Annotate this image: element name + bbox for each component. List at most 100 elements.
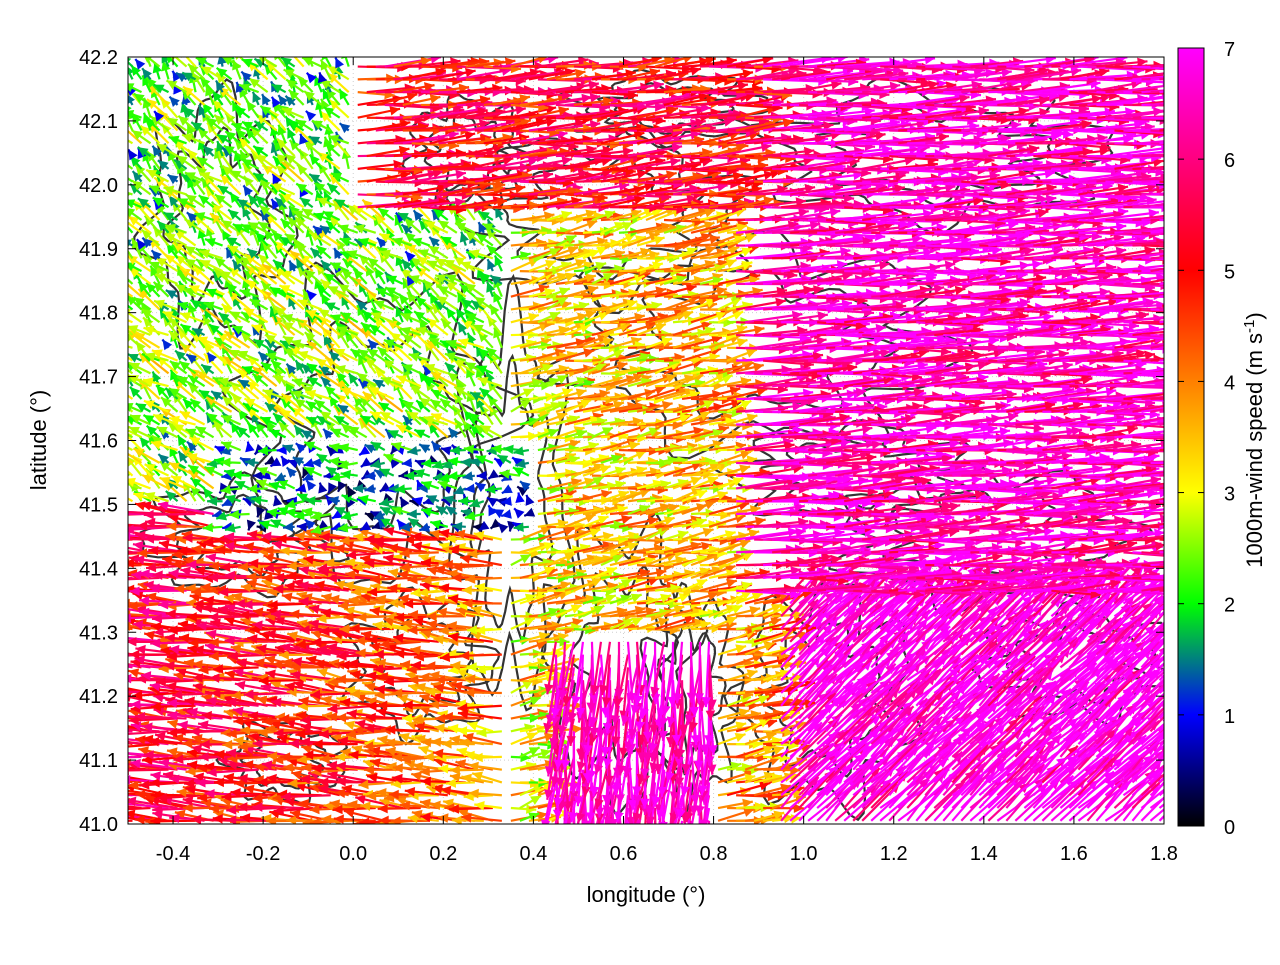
wind-vector — [664, 821, 665, 872]
wind-vector-head — [280, 546, 290, 556]
wind-vector-head — [559, 862, 569, 872]
wind-vector-head — [129, 650, 139, 660]
wind-vector-head — [467, 721, 478, 730]
wind-vector-head — [282, 593, 293, 602]
wind-vector-head — [235, 681, 246, 690]
wind-vector-head — [570, 859, 580, 869]
wind-vector-head — [222, 740, 232, 750]
wind-vector-head — [1163, 701, 1173, 711]
wind-vector-head — [665, 840, 675, 850]
wind-vector-head — [681, 851, 691, 861]
wind-vector-head — [99, 711, 109, 721]
wind-vector-head — [167, 719, 178, 728]
wind-vector-head — [681, 832, 691, 842]
wind-vector-head — [317, 668, 328, 677]
wind-vector-head — [112, 587, 122, 597]
wind-vector-head — [650, 865, 660, 875]
wind-vector-head — [550, 829, 559, 840]
wind-vector-head — [462, 585, 472, 595]
wind-vector-head — [1165, 658, 1176, 668]
wind-vector-head — [121, 674, 131, 684]
wind-vector — [579, 821, 592, 873]
wind-vector-head — [87, 789, 97, 799]
wind-vector-head — [1164, 688, 1175, 698]
wind-vector-head — [85, 605, 96, 614]
wind-vector-head — [97, 734, 108, 743]
wind-vector — [116, 692, 169, 693]
wind-vector-head — [526, 804, 536, 814]
wind-vector-head — [604, 826, 613, 837]
wind-vector-head — [561, 825, 570, 836]
wind-vector-head — [86, 707, 97, 716]
wind-vector-head — [569, 845, 578, 856]
wind-vector-head — [418, 746, 429, 755]
wind-vector — [655, 808, 656, 863]
wind-vector-head — [78, 728, 88, 738]
wind-vector-head — [683, 836, 693, 846]
wind-vector-head — [651, 853, 661, 863]
wind-vector-head — [598, 841, 607, 852]
wind-vector-head — [78, 654, 89, 663]
wind-vector-head — [91, 771, 102, 780]
wind-vector-head — [1163, 771, 1173, 782]
wind-vector — [78, 657, 132, 667]
wind-vector — [580, 821, 583, 877]
wind-vector-head — [564, 827, 574, 837]
wind-vector — [90, 735, 133, 744]
wind-vector-head — [113, 734, 123, 744]
wind-vector-head — [679, 868, 688, 879]
wind-vector-head — [111, 675, 121, 685]
wind-vector-head — [118, 548, 128, 558]
wind-vector-head — [244, 690, 254, 700]
wind-vector-head — [554, 836, 564, 846]
wind-vector-head — [121, 621, 131, 631]
wind-vector-head — [735, 733, 746, 742]
wind-vector-head — [378, 804, 388, 814]
wind-vector-head — [209, 673, 219, 683]
wind-vector-head — [1166, 621, 1176, 631]
wind-vector-head — [1167, 563, 1177, 573]
wind-vector-head — [1166, 674, 1176, 684]
wind-vector-head — [289, 609, 299, 619]
wind-vector-head — [615, 864, 624, 875]
wind-vector-head — [94, 655, 105, 664]
wind-vector-head — [115, 651, 125, 661]
wind-vector-head — [629, 871, 638, 882]
wind-vector-head — [101, 649, 111, 659]
wind-vector-head — [646, 835, 656, 845]
wind-vector-head — [114, 604, 125, 613]
wind-vector-head — [1166, 648, 1177, 658]
wind-vector-head — [107, 612, 117, 622]
wind-vector-head — [107, 650, 117, 660]
wind-vector-head — [442, 739, 452, 749]
wind-vector-head — [111, 798, 121, 808]
wind-vector-head — [78, 788, 88, 798]
wind-vector-head — [666, 851, 675, 862]
wind-vector-head — [660, 862, 670, 872]
wind-vector — [644, 808, 646, 860]
wind-vector-head — [551, 868, 560, 879]
wind-vector-head — [668, 863, 678, 873]
wind-vector — [78, 793, 133, 796]
wind-vector-head — [283, 763, 293, 773]
wind-vector-head — [124, 585, 134, 595]
wind-vector-head — [640, 850, 650, 860]
wind-vector-head — [108, 724, 118, 734]
wind-vector-head — [703, 869, 713, 879]
wind-vector — [78, 731, 132, 733]
wind-vector-head — [586, 827, 595, 838]
wind-vector-head — [476, 728, 486, 738]
wind-vector-head — [694, 867, 704, 877]
wind-vector-head — [90, 732, 101, 741]
wind-vector-head — [683, 834, 693, 844]
wind-vector — [573, 821, 574, 874]
wind-vector-head — [595, 861, 604, 872]
wind-vector — [115, 744, 159, 747]
wind-vector-head — [118, 549, 128, 559]
wind-vector — [103, 808, 150, 810]
wind-vector-head — [95, 799, 105, 809]
wind-vector-head — [105, 671, 115, 681]
wind-vector-head — [1164, 624, 1175, 634]
wind-vector-head — [627, 870, 637, 880]
